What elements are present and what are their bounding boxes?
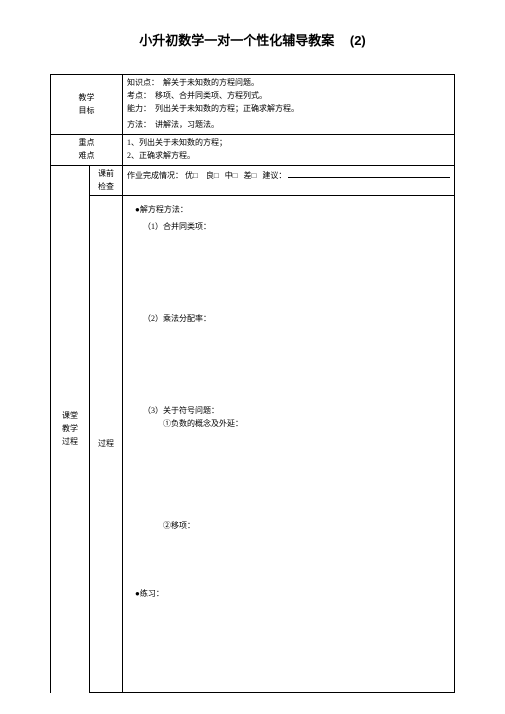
hw-opt-excellent: 优□ [185, 170, 198, 183]
process-content: ●解方程方法： （1）合并同类项： （2）乘法分配率： （3）关于符号问题： ①… [123, 196, 455, 693]
content-item-1: （1）合并同类项： [143, 221, 442, 234]
hw-opt-mid: 中□ [225, 170, 238, 183]
hw-suggest-line [288, 168, 450, 178]
precheck-content: 作业完成情况： 优□ 良□ 中□ 差□ 建议： [123, 165, 455, 196]
hw-opt-poor: 差□ [244, 170, 257, 183]
goal-method-label: 方法： [127, 120, 151, 129]
content-item-2: （2）乘法分配率： [143, 313, 442, 326]
content-item-3a: ①负数的概念及外延： [163, 418, 442, 431]
keypoint-label: 重点 难点 [51, 135, 123, 166]
doc-title: 小升初数学一对一个性化辅导教案 [139, 33, 334, 48]
goal-exam-label: 考点： [127, 91, 151, 100]
hw-opt-good: 良□ [206, 170, 219, 183]
goal-label: 教学 目标 [51, 75, 123, 135]
content-heading: ●解方程方法： [135, 204, 442, 217]
content-practice: ●练习： [135, 588, 442, 601]
process-inner-label: 过程 [90, 196, 123, 693]
goal-ability: 列出关于未知数的方程；正确求解方程。 [155, 104, 299, 113]
hw-prefix: 作业完成情况： [127, 170, 183, 183]
hw-suggest-label: 建议： [262, 170, 286, 183]
keypoint-1: 1、列出关于未知数的方程； [127, 137, 450, 150]
content-item-3: （3）关于符号问题： [143, 405, 442, 418]
goal-ability-label: 能力： [127, 104, 151, 113]
goal-method: 方法： 讲解法，习题法。 [123, 117, 455, 134]
lesson-plan-table: 教学 目标 知识点： 解关于未知数的方程问题。 考点： 移项、合并同类项、方程列… [50, 74, 455, 693]
process-outer-label: 课堂 教学 过程 [51, 165, 90, 693]
keypoint-2: 2、正确求解方程。 [127, 150, 450, 163]
content-item-3b: ②移项： [163, 520, 442, 533]
goal-exam: 移项、合并同类项、方程列式。 [155, 91, 267, 100]
goal-knowledge-label: 知识点： [127, 78, 159, 87]
keypoint-content: 1、列出关于未知数的方程； 2、正确求解方程。 [123, 135, 455, 166]
goal-method-text: 讲解法，习题法。 [155, 120, 219, 129]
precheck-label: 课前 检查 [90, 165, 123, 196]
doc-title-num: (2) [350, 33, 366, 48]
goal-knowledge: 解关于未知数的方程问题。 [163, 78, 259, 87]
goal-content: 知识点： 解关于未知数的方程问题。 考点： 移项、合并同类项、方程列式。 能力：… [123, 75, 455, 118]
